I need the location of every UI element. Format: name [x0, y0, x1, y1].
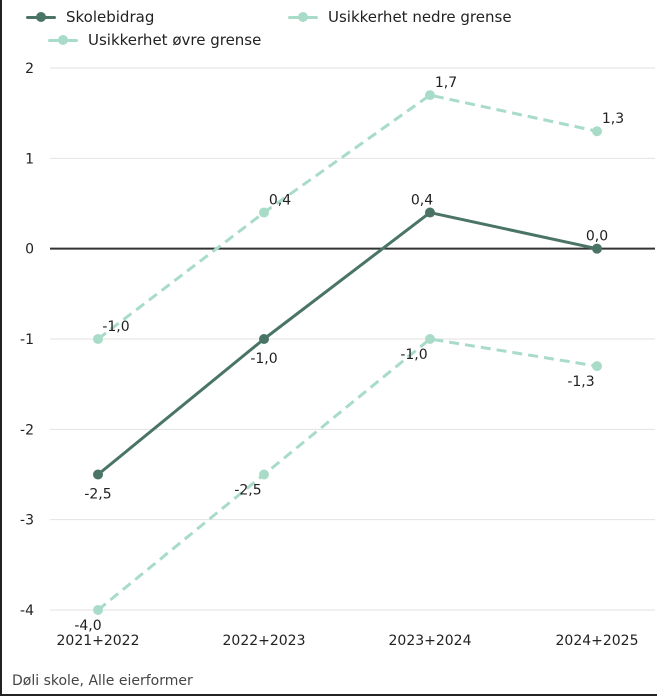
x-tick-label: 2023+2024 [389, 633, 472, 649]
legend-swatch-skolebidrag [26, 10, 56, 24]
legend-label-skolebidrag: Skolebidrag [66, 8, 155, 26]
data-label-usikkerhet-øvre-grense: 1,7 [435, 75, 457, 91]
data-label-usikkerhet-nedre-grense: -1,0 [400, 347, 427, 363]
legend-label-nedre-grense: Usikkerhet nedre grense [328, 8, 512, 26]
grid-layer [50, 67, 655, 611]
series-line-usikkerhet-nedre-grense [97, 337, 598, 612]
data-label-usikkerhet-nedre-grense: -4,0 [74, 618, 101, 634]
x-tick-label: 2022+2023 [223, 633, 306, 649]
data-label-usikkerhet-øvre-grense: 0,4 [269, 193, 291, 209]
y-tick-label: -3 [20, 513, 34, 529]
data-label-usikkerhet-nedre-grense: -1,3 [567, 374, 594, 390]
data-point-skolebidrag[interactable] [425, 207, 435, 218]
legend-item-skolebidrag[interactable]: Skolebidrag [26, 8, 154, 26]
x-tick-label: 2021+2022 [57, 633, 140, 649]
label-layer: 2 1 0 -1 -2 -3 -4 2021+2022 2022+2023 2023+2024 20… [20, 61, 638, 649]
chart-footer-source: Døli skole, Alle eierformer [12, 673, 193, 689]
data-point-usikkerhet-nedre-grense[interactable] [592, 361, 602, 372]
legend-swatch-nedre-grense [288, 10, 318, 24]
data-point-usikkerhet-nedre-grense[interactable] [93, 605, 103, 615]
series-layer [93, 90, 602, 615]
y-tick-label: 0 [25, 242, 34, 258]
x-tick-label: 2024+2025 [556, 633, 639, 649]
y-tick-label: 2 [25, 61, 34, 77]
data-point-skolebidrag[interactable] [259, 334, 269, 344]
data-label-skolebidrag: -2,5 [84, 487, 111, 503]
data-label-usikkerhet-øvre-grense: -1,0 [102, 319, 129, 335]
data-point-usikkerhet-øvre-grense[interactable] [259, 207, 269, 218]
y-tick-label: -4 [20, 603, 34, 619]
legend-item-nedre-grense[interactable]: Usikkerhet nedre grense [288, 8, 512, 26]
data-point-usikkerhet-nedre-grense[interactable] [425, 334, 435, 344]
legend: Skolebidrag Usikkerhet nedre grense Usik… [18, 6, 638, 52]
series-line-usikkerhet-øvre-grense [97, 93, 598, 341]
data-point-skolebidrag[interactable] [592, 243, 602, 254]
data-point-usikkerhet-øvre-grense[interactable] [592, 126, 602, 137]
data-label-skolebidrag: -1,0 [250, 351, 277, 367]
y-tick-label: -1 [20, 332, 34, 348]
data-label-usikkerhet-øvre-grense: 1,3 [602, 111, 624, 127]
data-point-skolebidrag[interactable] [93, 469, 103, 480]
legend-swatch-ovre-grense [48, 33, 78, 47]
legend-item-ovre-grense[interactable]: Usikkerhet øvre grense [48, 31, 261, 49]
data-point-usikkerhet-nedre-grense[interactable] [259, 469, 269, 480]
data-point-usikkerhet-øvre-grense[interactable] [425, 90, 435, 101]
series-line-skolebidrag [97, 211, 598, 476]
data-label-usikkerhet-nedre-grense: -2,5 [234, 483, 261, 499]
y-tick-label: 1 [25, 151, 34, 167]
data-label-skolebidrag: 0,4 [411, 193, 433, 209]
data-point-usikkerhet-øvre-grense[interactable] [93, 334, 103, 344]
legend-label-ovre-grense: Usikkerhet øvre grense [88, 31, 262, 49]
y-tick-label: -2 [20, 422, 34, 438]
data-label-skolebidrag: 0,0 [586, 229, 608, 245]
